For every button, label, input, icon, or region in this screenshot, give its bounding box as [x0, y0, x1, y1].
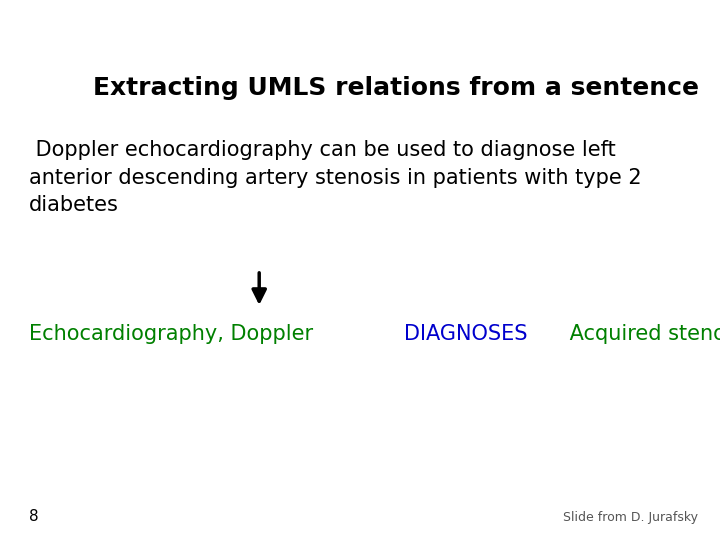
Text: 8: 8 — [29, 509, 38, 524]
Text: Echocardiography, Doppler: Echocardiography, Doppler — [29, 324, 320, 344]
Text: Acquired stenosis: Acquired stenosis — [563, 324, 720, 344]
Text: DIAGNOSES: DIAGNOSES — [404, 324, 528, 344]
Text: Extracting UMLS relations from a sentence: Extracting UMLS relations from a sentenc… — [93, 76, 699, 99]
Text: Slide from D. Jurafsky: Slide from D. Jurafsky — [563, 511, 698, 524]
Text: Doppler echocardiography can be used to diagnose left
anterior descending artery: Doppler echocardiography can be used to … — [29, 140, 642, 215]
